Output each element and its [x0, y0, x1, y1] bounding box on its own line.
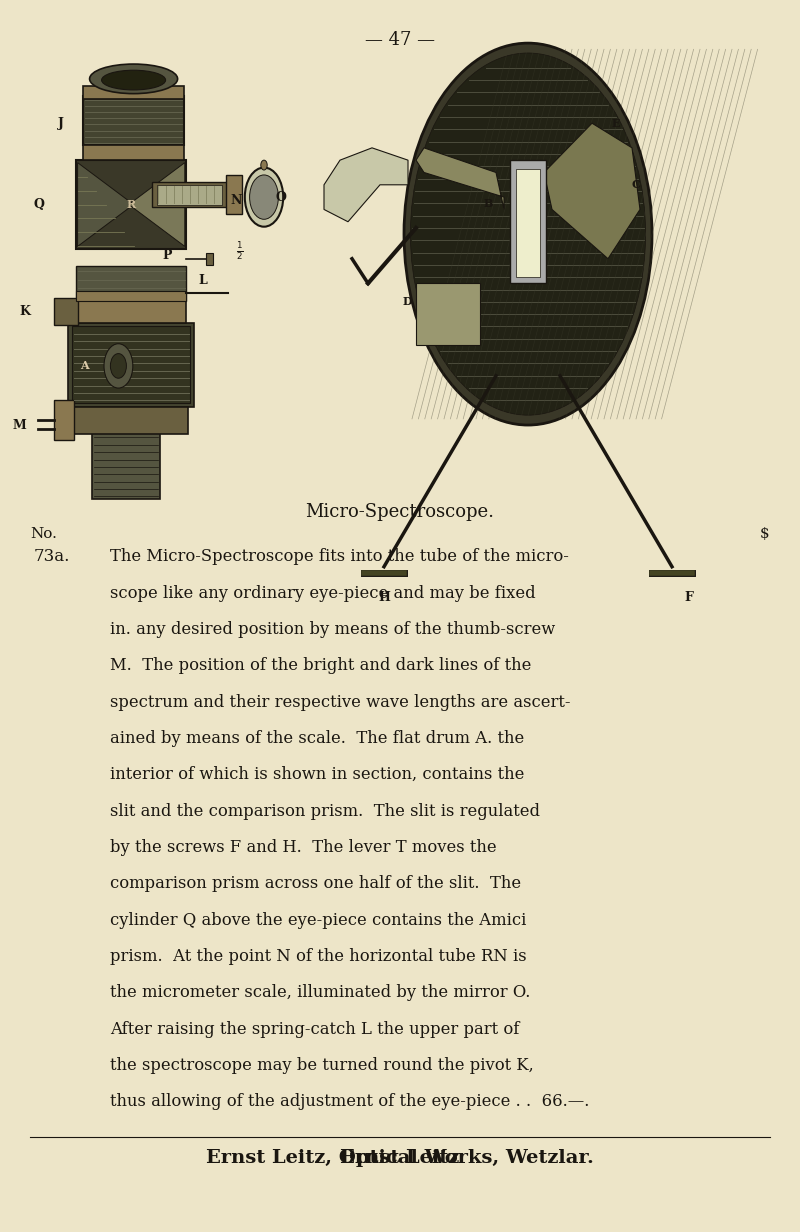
Bar [54, 400, 74, 440]
Bar [54, 298, 78, 325]
Bar [76, 266, 186, 301]
Text: 73a.: 73a. [34, 548, 70, 565]
Text: B: B [483, 198, 493, 208]
Text: Ernst Leitz: Ernst Leitz [340, 1149, 460, 1167]
Text: After raising the spring-catch L the upper part of: After raising the spring-catch L the upp… [110, 1020, 520, 1037]
Bar [83, 145, 184, 160]
Text: E: E [612, 118, 620, 128]
Bar [68, 323, 194, 407]
Polygon shape [544, 123, 640, 259]
Text: Ernst Leitz, Optical Works, Wetzlar.: Ernst Leitz, Optical Works, Wetzlar. [206, 1149, 594, 1167]
Ellipse shape [90, 64, 178, 94]
Text: No.: No. [30, 527, 58, 541]
Text: comparison prism across one half of the slit.  The: comparison prism across one half of the … [110, 875, 522, 892]
Text: F: F [684, 591, 693, 605]
Circle shape [104, 344, 133, 388]
Text: Q: Q [33, 198, 44, 211]
Text: A: A [80, 361, 88, 371]
Circle shape [110, 354, 126, 378]
Circle shape [261, 160, 267, 170]
Text: O: O [276, 191, 287, 203]
Bar [76, 301, 186, 323]
Bar [92, 431, 160, 499]
Circle shape [404, 43, 652, 425]
Text: M.  The position of the bright and dark lines of the: M. The position of the bright and dark l… [110, 657, 532, 674]
Polygon shape [324, 148, 408, 222]
Text: $: $ [760, 527, 770, 541]
Bar [72, 407, 188, 434]
Text: Micro-Spectroscope.: Micro-Spectroscope. [306, 503, 494, 521]
Bar [152, 182, 228, 207]
Text: thus allowing of the adjustment of the eye-piece . .  66.—.: thus allowing of the adjustment of the e… [110, 1094, 590, 1110]
Polygon shape [416, 148, 504, 209]
Bar [226, 175, 242, 214]
Text: H: H [378, 591, 390, 605]
Text: K: K [19, 306, 30, 318]
Text: interior of which is shown in section, contains the: interior of which is shown in section, c… [110, 766, 525, 784]
Bar [510, 160, 546, 283]
Text: the spectroscope may be turned round the pivot K,: the spectroscope may be turned round the… [110, 1057, 534, 1074]
Text: M: M [13, 419, 26, 431]
Polygon shape [129, 163, 185, 246]
Text: P: P [162, 249, 172, 261]
Bar [83, 86, 184, 99]
Text: slit and the comparison prism.  The slit is regulated: slit and the comparison prism. The slit … [110, 803, 541, 819]
Bar [206, 253, 213, 265]
Text: ained by means of the scale.  The flat drum A. the: ained by means of the scale. The flat dr… [110, 729, 525, 747]
Bar [416, 283, 480, 345]
Text: prism.  At the point N of the horizontal tube RN is: prism. At the point N of the horizontal … [110, 949, 527, 965]
Text: by the screws F and H.  The lever T moves the: by the screws F and H. The lever T moves… [110, 839, 497, 856]
Text: C: C [631, 180, 641, 190]
Polygon shape [78, 163, 134, 246]
Bar [516, 169, 540, 277]
Circle shape [250, 175, 278, 219]
Text: The Micro-Spectroscope fits into the tube of the micro-: The Micro-Spectroscope fits into the tub… [110, 548, 570, 565]
Bar [157, 185, 222, 205]
Text: L: L [198, 274, 207, 287]
Text: in. any desired position by means of the thumb-screw: in. any desired position by means of the… [110, 621, 556, 638]
Text: N: N [230, 195, 242, 207]
Text: spectrum and their respective wave lengths are ascert-: spectrum and their respective wave lengt… [110, 694, 571, 711]
Circle shape [410, 53, 646, 415]
Bar [76, 291, 186, 301]
Text: $\frac{1}{2}$: $\frac{1}{2}$ [236, 240, 244, 262]
Text: — 47 —: — 47 — [365, 31, 435, 49]
Text: Ernst Leitz, Optical Works, Wetzlar.: Ernst Leitz, Optical Works, Wetzlar. [206, 1149, 594, 1167]
Text: R: R [126, 200, 136, 209]
Text: D: D [402, 297, 412, 307]
Circle shape [245, 168, 283, 227]
Bar [72, 326, 190, 403]
Text: the micrometer scale, illuminated by the mirror O.: the micrometer scale, illuminated by the… [110, 984, 530, 1002]
Ellipse shape [102, 70, 166, 90]
Text: J: J [58, 117, 64, 129]
Bar [76, 160, 186, 249]
Text: cylinder Q above the eye-piece contains the Amici: cylinder Q above the eye-piece contains … [110, 912, 526, 929]
Text: scope like any ordinary eye-piece and may be fixed: scope like any ordinary eye-piece and ma… [110, 584, 536, 601]
Bar [83, 96, 184, 145]
